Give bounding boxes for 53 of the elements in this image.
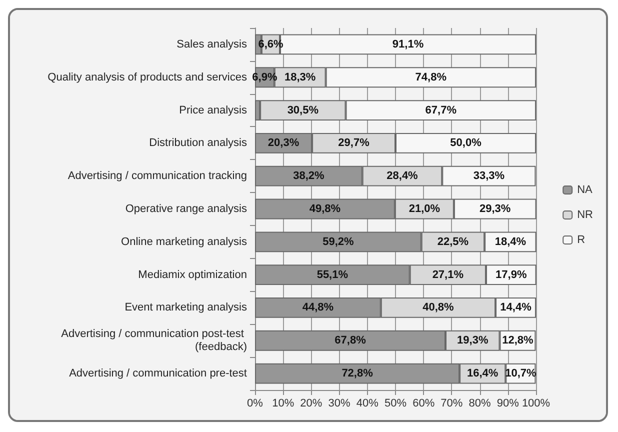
- data-label: 14,4%: [500, 302, 532, 314]
- data-label: 16,4%: [467, 368, 498, 380]
- y-tick-label: Price analysis: [179, 104, 248, 116]
- x-tick-label: 40%: [356, 398, 379, 410]
- data-label: 67,8%: [334, 334, 366, 347]
- data-label: 55,1%: [316, 268, 348, 281]
- x-tick-label: 100%: [522, 398, 550, 410]
- y-tick-label: Event marketing analysis: [124, 302, 248, 314]
- x-tick-label: 30%: [328, 398, 351, 410]
- data-label: 91,1%: [392, 38, 424, 50]
- data-label: 22,5%: [437, 236, 469, 248]
- data-label: 29,3%: [480, 203, 511, 215]
- data-label: 38,2%: [293, 170, 324, 182]
- data-label: 19,3%: [457, 334, 488, 347]
- y-tick-label: Advertising / communication post-test (feedback): [61, 328, 247, 354]
- x-tick-label: 90%: [496, 398, 520, 410]
- data-label: 27,1%: [432, 268, 464, 281]
- data-label: 44,8%: [302, 302, 334, 314]
- y-tick-label: Operative range analysis: [125, 203, 248, 215]
- y-tick-label: Quality analysis of products and services: [48, 71, 248, 84]
- data-label: 72,8%: [342, 368, 374, 380]
- y-tick-label: Advertising / communication pre-test: [69, 368, 247, 380]
- data-label: 50,0%: [450, 137, 482, 150]
- data-label: 18,3%: [284, 71, 316, 84]
- legend-label: NA: [577, 184, 594, 196]
- y-tick-label: Online marketing analysis: [121, 236, 248, 248]
- y-tick-label: Sales analysis: [176, 38, 248, 50]
- data-label: 17,9%: [496, 268, 527, 281]
- data-label: 30,5%: [287, 104, 319, 116]
- x-tick-label: 20%: [300, 398, 322, 410]
- data-label: 40,8%: [422, 302, 454, 314]
- data-label: 67,7%: [425, 104, 457, 116]
- x-tick-label: 60%: [412, 398, 435, 410]
- legend-label: NR: [577, 209, 594, 221]
- data-label: 28,4%: [386, 170, 418, 182]
- data-label: 74,8%: [415, 71, 447, 84]
- data-label: 18,4%: [494, 236, 526, 248]
- x-tick-label: 10%: [272, 398, 294, 410]
- data-label: 20,3%: [268, 137, 300, 150]
- data-label: 12,8%: [502, 334, 534, 347]
- data-label: 21,0%: [408, 203, 440, 215]
- legend-label: R: [577, 234, 586, 246]
- x-tick-label: 80%: [468, 398, 492, 410]
- y-tick-label: Advertising / communication tracking: [68, 170, 247, 182]
- y-tick-label: Distribution analysis: [149, 137, 248, 150]
- x-tick-label: 0%: [247, 398, 264, 410]
- x-tick-label: 50%: [384, 398, 407, 410]
- x-tick-label: 70%: [440, 398, 463, 410]
- data-label: 29,7%: [338, 137, 370, 150]
- data-label: 33,3%: [473, 170, 505, 182]
- data-label: 59,2%: [322, 236, 354, 248]
- y-tick-label: Mediamix optimization: [138, 268, 247, 281]
- data-label: 49,8%: [309, 203, 341, 215]
